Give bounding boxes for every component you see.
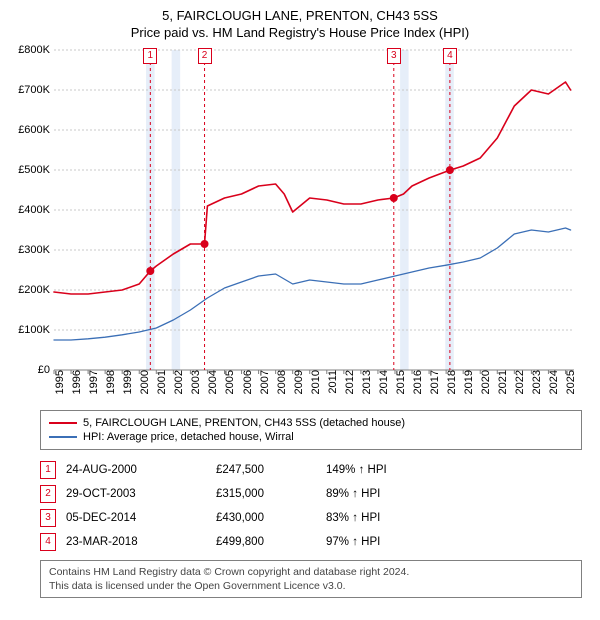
sale-marker-box: 4 (443, 48, 457, 64)
legend-row: HPI: Average price, detached house, Wirr… (49, 431, 573, 443)
sale-marker-box: 2 (198, 48, 212, 64)
sale-date: 05-DEC-2014 (66, 512, 216, 524)
sales-row: 4 23-MAR-2018£499,80097% ↑ HPI (40, 530, 582, 554)
plot-svg (54, 50, 574, 370)
x-tick-label: 2021 (493, 370, 509, 394)
sales-row: 3 05-DEC-2014£430,00083% ↑ HPI (40, 506, 582, 530)
x-tick-label: 2012 (340, 370, 356, 394)
sale-marker-box: 3 (387, 48, 401, 64)
y-tick-label: £300K (18, 244, 54, 256)
sale-price: £499,800 (216, 536, 326, 548)
x-tick-label: 1996 (67, 370, 83, 394)
x-tick-label: 1999 (118, 370, 134, 394)
legend: 5, FAIRCLOUGH LANE, PRENTON, CH43 5SS (d… (40, 410, 582, 450)
x-tick-label: 2008 (272, 370, 288, 394)
footer-line-1: Contains HM Land Registry data © Crown c… (49, 565, 573, 579)
sale-price: £430,000 (216, 512, 326, 524)
x-tick-label: 2014 (374, 370, 390, 394)
x-tick-label: 2004 (203, 370, 219, 394)
sales-table: 1 24-AUG-2000£247,500149% ↑ HPI 2 29-OCT-20… (40, 458, 582, 554)
x-tick-label: 2023 (527, 370, 543, 394)
sale-pct: 97% ↑ HPI (326, 536, 436, 548)
sale-price: £315,000 (216, 488, 326, 500)
legend-row: 5, FAIRCLOUGH LANE, PRENTON, CH43 5SS (d… (49, 417, 573, 429)
y-tick-label: £400K (18, 204, 54, 216)
x-tick-label: 2006 (238, 370, 254, 394)
x-tick-label: 2024 (544, 370, 560, 394)
chart-title-sub: Price paid vs. HM Land Registry's House … (10, 25, 590, 40)
sale-pct: 149% ↑ HPI (326, 464, 436, 476)
legend-swatch-hpi (49, 436, 77, 438)
sale-price: £247,500 (216, 464, 326, 476)
sales-row: 2 29-OCT-2003£315,00089% ↑ HPI (40, 482, 582, 506)
y-tick-label: £600K (18, 124, 54, 136)
x-tick-label: 1997 (84, 370, 100, 394)
x-tick-label: 2019 (459, 370, 475, 394)
chart-container: 5, FAIRCLOUGH LANE, PRENTON, CH43 5SS Pr… (0, 0, 600, 602)
chart-titles: 5, FAIRCLOUGH LANE, PRENTON, CH43 5SS Pr… (10, 8, 590, 40)
x-tick-label: 2009 (289, 370, 305, 394)
x-tick-label: 2007 (255, 370, 271, 394)
y-tick-label: £800K (18, 44, 54, 56)
x-tick-label: 2025 (561, 370, 577, 394)
sale-pct: 89% ↑ HPI (326, 488, 436, 500)
y-tick-label: £500K (18, 164, 54, 176)
sale-idx-box: 4 (40, 533, 56, 551)
x-tick-label: 2000 (135, 370, 151, 394)
sale-date: 24-AUG-2000 (66, 464, 216, 476)
sale-date: 23-MAR-2018 (66, 536, 216, 548)
sale-pct: 83% ↑ HPI (326, 512, 436, 524)
x-tick-label: 1998 (101, 370, 117, 394)
x-tick-label: 2005 (220, 370, 236, 394)
x-tick-label: 2020 (476, 370, 492, 394)
y-tick-label: £100K (18, 324, 54, 336)
sales-row: 1 24-AUG-2000£247,500149% ↑ HPI (40, 458, 582, 482)
legend-label-property: 5, FAIRCLOUGH LANE, PRENTON, CH43 5SS (d… (83, 417, 405, 429)
footer-line-2: This data is licensed under the Open Gov… (49, 579, 573, 593)
chart-title-main: 5, FAIRCLOUGH LANE, PRENTON, CH43 5SS (10, 8, 590, 23)
sale-idx-box: 3 (40, 509, 56, 527)
footer-note: Contains HM Land Registry data © Crown c… (40, 560, 582, 598)
x-tick-label: 2013 (357, 370, 373, 394)
x-tick-label: 2022 (510, 370, 526, 394)
y-tick-label: £700K (18, 84, 54, 96)
x-tick-label: 2016 (408, 370, 424, 394)
plot-area: £0£100K£200K£300K£400K£500K£600K£700K£80… (54, 50, 574, 370)
x-tick-label: 2011 (323, 370, 339, 394)
sale-marker-box: 1 (143, 48, 157, 64)
x-tick-label: 2002 (169, 370, 185, 394)
x-tick-label: 1995 (50, 370, 66, 394)
sale-idx-box: 1 (40, 461, 56, 479)
legend-swatch-property (49, 422, 77, 424)
x-tick-label: 2015 (391, 370, 407, 394)
legend-label-hpi: HPI: Average price, detached house, Wirr… (83, 431, 294, 443)
x-tick-label: 2017 (425, 370, 441, 394)
sale-idx-box: 2 (40, 485, 56, 503)
x-tick-label: 2001 (152, 370, 168, 394)
sale-date: 29-OCT-2003 (66, 488, 216, 500)
x-tick-label: 2003 (186, 370, 202, 394)
y-tick-label: £200K (18, 284, 54, 296)
x-tick-label: 2018 (442, 370, 458, 394)
x-tick-label: 2010 (306, 370, 322, 394)
